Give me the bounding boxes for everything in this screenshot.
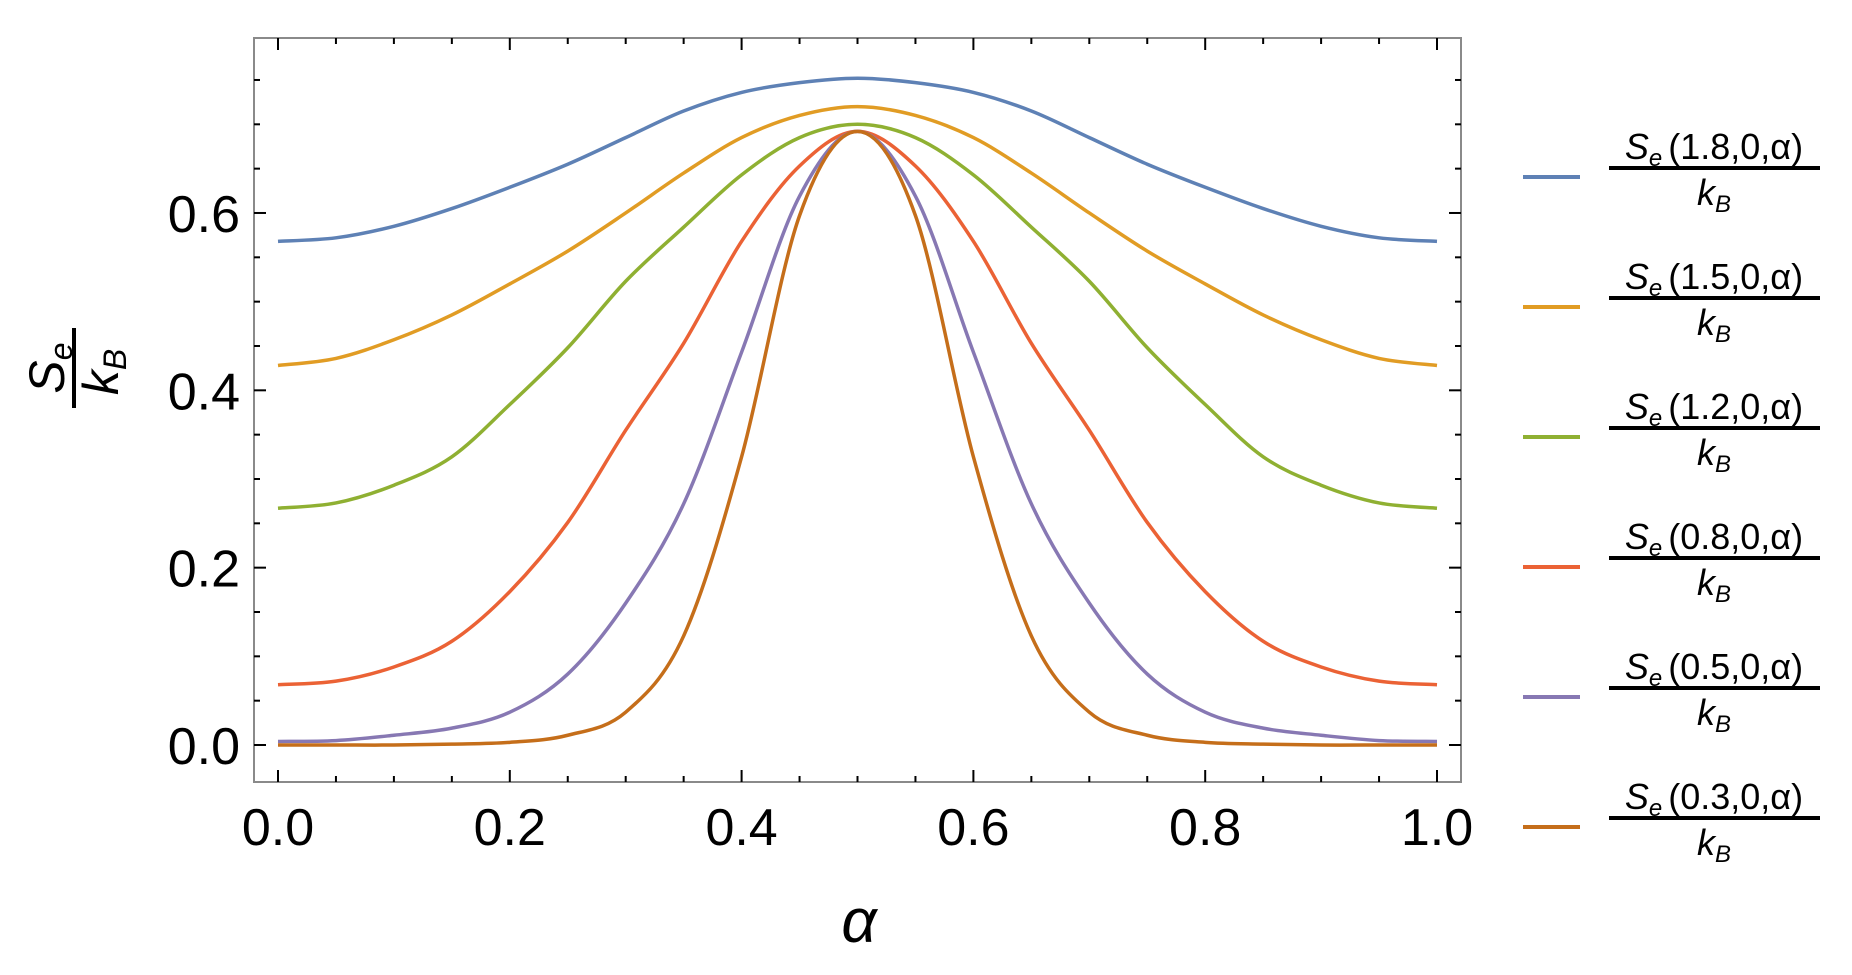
y-tick-label: 0.0 (168, 718, 240, 776)
legend-item: Se (1.8,0,α)kB (1523, 126, 1820, 218)
legend-numerator: Se (1.2,0,α) (1625, 386, 1803, 432)
legend-numerator: Se (0.3,0,α) (1625, 776, 1803, 822)
x-axis-label: α (841, 887, 878, 956)
x-tick-label: 0.6 (937, 799, 1009, 857)
legend-numerator: Se (0.5,0,α) (1625, 646, 1803, 692)
series-line (277, 76, 1438, 244)
series-curves (277, 76, 1438, 747)
x-tick-label: 0.8 (1169, 799, 1241, 857)
legend-item: Se (0.8,0,α)kB (1523, 516, 1820, 608)
legend-denominator: kB (1697, 692, 1731, 738)
y-tick-labels: 0.0 0.2 0.4 0.6 (168, 186, 240, 776)
y-label-denominator: kB (73, 349, 133, 395)
legend-denominator: kB (1697, 172, 1731, 218)
legend-denominator: kB (1697, 562, 1731, 608)
x-tick-label: 0.0 (242, 799, 314, 857)
y-tick-label: 0.4 (168, 363, 240, 421)
legend-item: Se (1.2,0,α)kB (1523, 386, 1820, 478)
legend-numerator: Se (1.5,0,α) (1625, 256, 1803, 302)
series-line (278, 129, 1437, 747)
legend-denominator: kB (1697, 822, 1731, 868)
legend-item: Se (0.3,0,α)kB (1523, 776, 1820, 868)
legend-numerator: Se (1.8,0,α) (1625, 126, 1803, 172)
series-line (277, 104, 1438, 368)
x-tick-labels: 0.0 0.2 0.4 0.6 0.8 1.0 (242, 799, 1473, 857)
series-line (277, 129, 1438, 687)
legend-denominator: kB (1697, 302, 1731, 348)
y-label-numerator: Se (19, 342, 79, 393)
series-line (277, 129, 1438, 744)
legend-item: Se (1.5,0,α)kB (1523, 256, 1820, 348)
x-tick-label: 1.0 (1401, 799, 1473, 857)
y-tick-label: 0.6 (168, 186, 240, 244)
legend-denominator: kB (1697, 432, 1731, 478)
legend-item: Se (0.5,0,α)kB (1523, 646, 1820, 738)
x-tick-label: 0.2 (474, 799, 546, 857)
series-line (277, 122, 1438, 510)
x-tick-label: 0.4 (705, 799, 777, 857)
axis-ticks (254, 38, 1461, 782)
y-tick-label: 0.2 (168, 541, 240, 599)
legend-numerator: Se (0.8,0,α) (1625, 516, 1803, 562)
plot-frame (253, 37, 1462, 783)
